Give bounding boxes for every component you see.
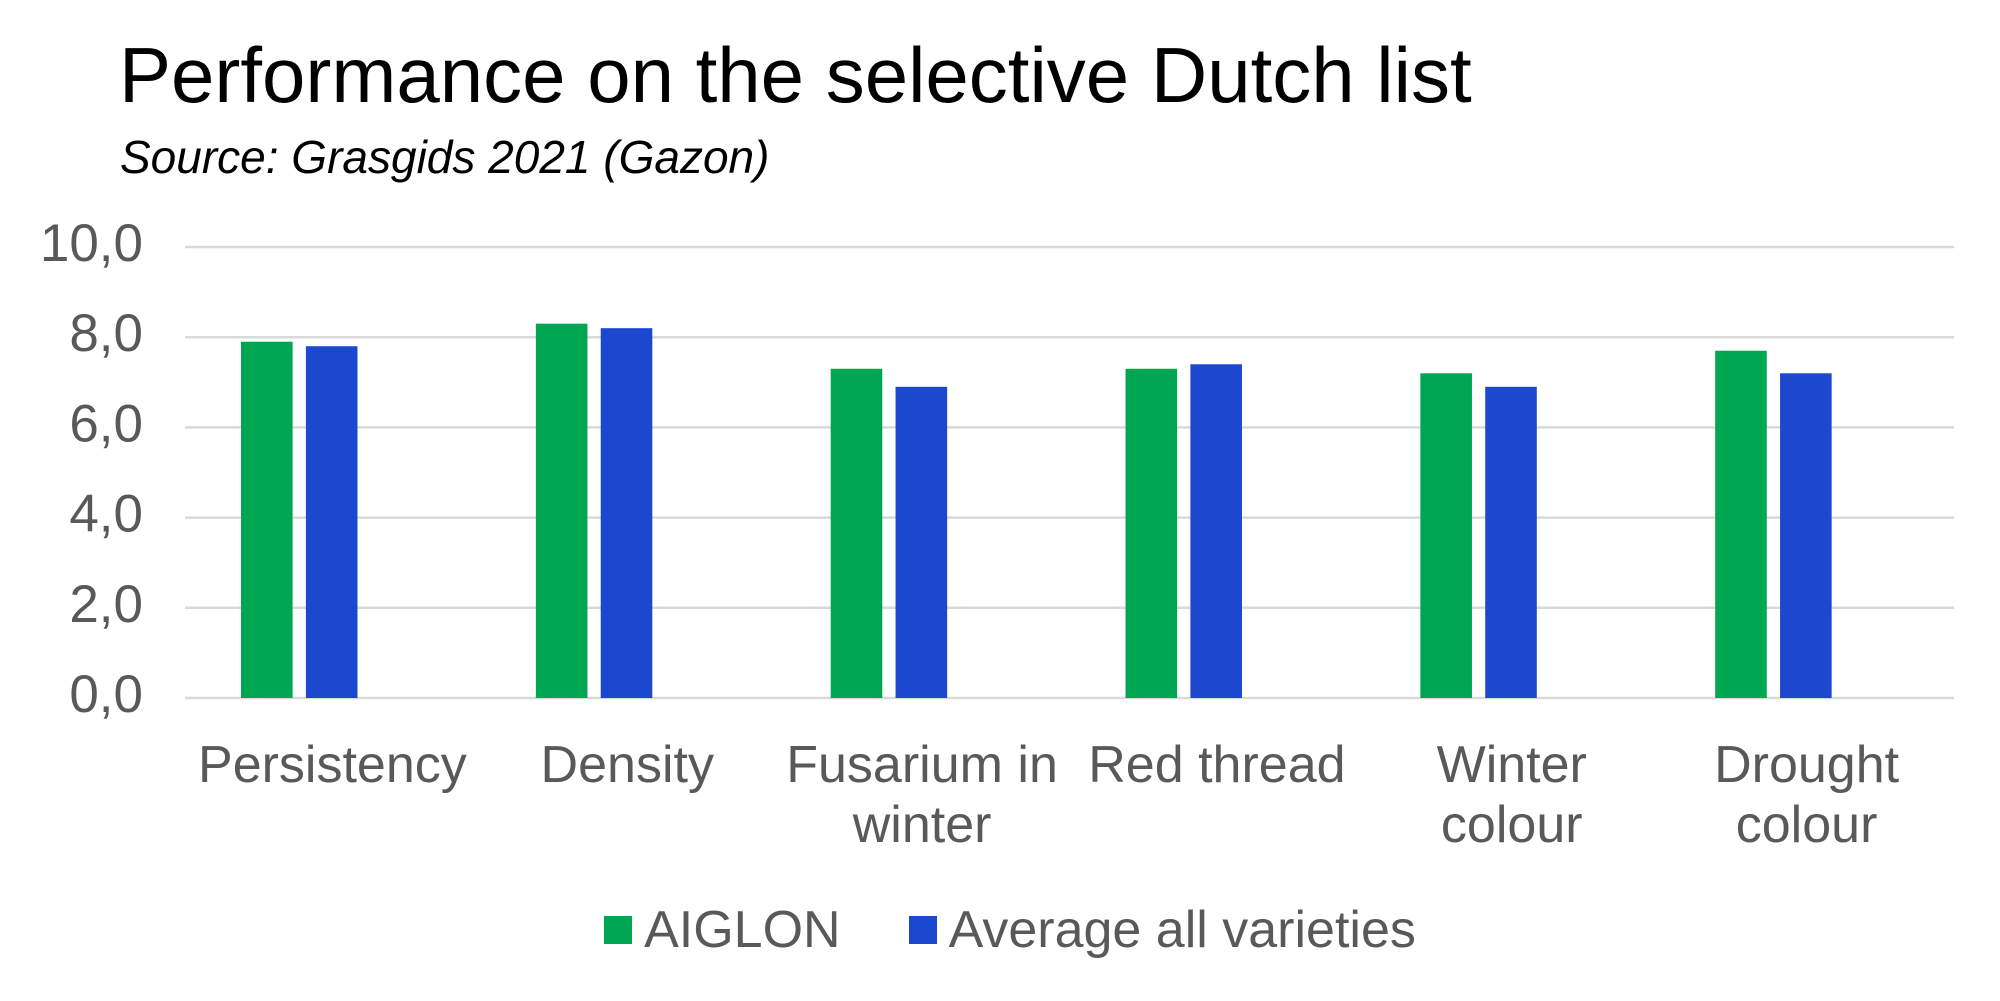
legend-item: Average all varieties	[908, 900, 1416, 960]
bar	[305, 346, 358, 698]
y-tick-label: 6,0	[69, 394, 143, 453]
y-tick-label: 4,0	[69, 485, 143, 544]
x-tick-label: Persistency	[198, 736, 467, 794]
legend-swatch	[908, 916, 937, 944]
chart-subtitle: Source: Grasgids 2021 (Gazon)	[120, 131, 770, 183]
bar	[241, 341, 293, 698]
bar	[1420, 373, 1472, 698]
legend: AIGLON Average all varieties	[0, 900, 2000, 960]
x-tick-label: Winter colour	[1436, 736, 1587, 854]
y-tick-label: 10,0	[40, 214, 143, 273]
bar	[535, 323, 588, 698]
legend-label: AIGLON	[644, 901, 841, 959]
legend-item: AIGLON	[604, 900, 841, 960]
legend-swatch	[604, 916, 633, 944]
y-tick-label: 8,0	[69, 304, 143, 363]
x-tick-label: Density	[540, 736, 714, 794]
bar	[1485, 386, 1537, 698]
legend-label: Average all varieties	[948, 901, 1416, 959]
bar	[895, 386, 948, 698]
y-tick-label: 0,0	[69, 665, 143, 724]
x-tick-label: Fusarium in winter	[786, 736, 1058, 854]
bar	[1715, 350, 1767, 698]
x-tick-label: Red thread	[1088, 736, 1346, 794]
chart-title: Performance on the selective Dutch list	[119, 31, 1472, 119]
x-tick-label: Drought colour	[1714, 736, 1900, 854]
bar	[830, 368, 883, 698]
bar	[1780, 373, 1832, 698]
bar	[1125, 368, 1178, 698]
bar	[1190, 364, 1242, 698]
bar	[600, 328, 653, 698]
y-tick-label: 2,0	[69, 575, 143, 634]
